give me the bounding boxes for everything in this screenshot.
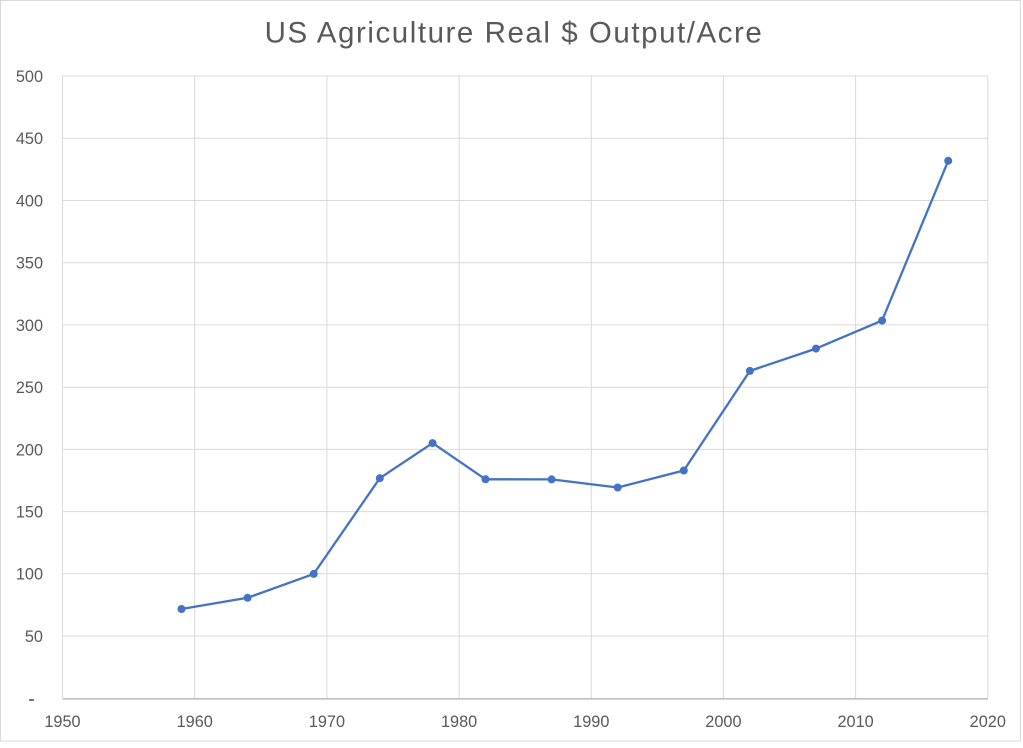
svg-text:350: 350 bbox=[16, 255, 43, 273]
svg-text:1970: 1970 bbox=[309, 713, 345, 731]
svg-text:1950: 1950 bbox=[44, 713, 80, 731]
svg-text:1960: 1960 bbox=[177, 713, 213, 731]
svg-text:US Agriculture Real $ Output/A: US Agriculture Real $ Output/Acre bbox=[265, 16, 764, 49]
svg-text:1990: 1990 bbox=[573, 713, 609, 731]
svg-text:2020: 2020 bbox=[970, 713, 1006, 731]
svg-text:500: 500 bbox=[16, 68, 43, 86]
svg-text:2010: 2010 bbox=[837, 713, 873, 731]
svg-text:50: 50 bbox=[25, 628, 43, 646]
svg-text:200: 200 bbox=[16, 441, 43, 459]
svg-text:150: 150 bbox=[16, 504, 43, 522]
svg-text:1980: 1980 bbox=[441, 713, 477, 731]
svg-text:250: 250 bbox=[16, 379, 43, 397]
svg-text:300: 300 bbox=[16, 317, 43, 335]
svg-text:2000: 2000 bbox=[705, 713, 741, 731]
svg-text:400: 400 bbox=[16, 192, 43, 210]
svg-text:100: 100 bbox=[16, 566, 43, 584]
svg-text:450: 450 bbox=[16, 130, 43, 148]
